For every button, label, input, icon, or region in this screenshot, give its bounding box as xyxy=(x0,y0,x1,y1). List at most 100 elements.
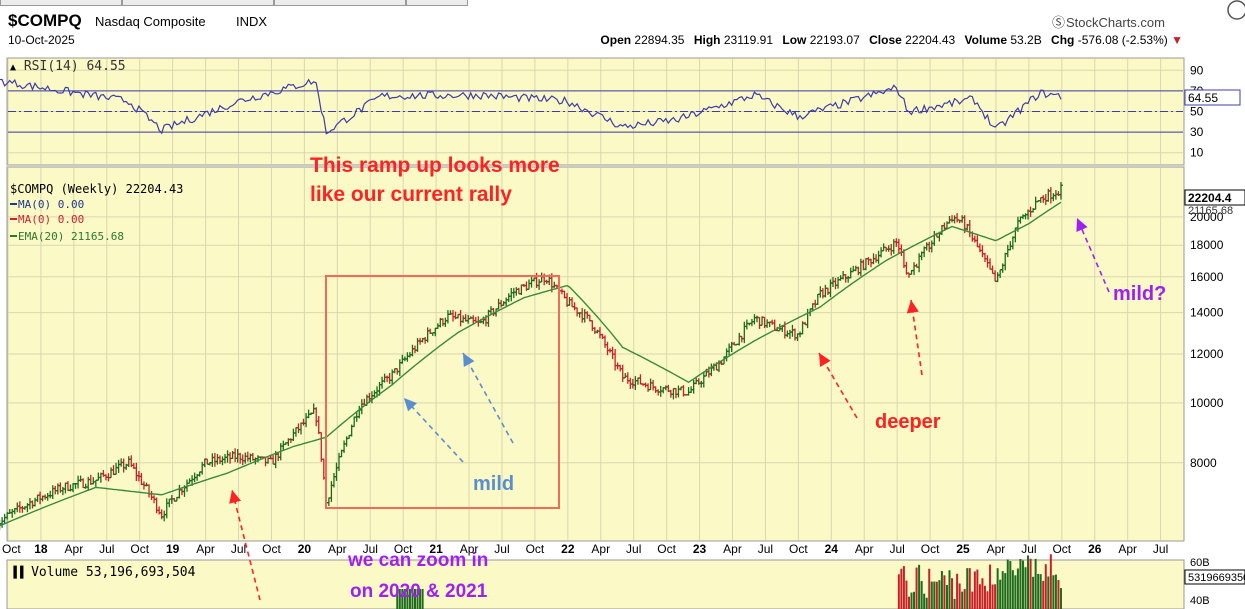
price-tick-label: 8000 xyxy=(1190,456,1217,470)
x-tick-label: 20 xyxy=(298,542,312,556)
volume-bar xyxy=(1054,574,1057,609)
y-axis: 2000018000160001400012000100008000907050… xyxy=(1190,63,1224,607)
volume-bar xyxy=(963,589,966,609)
x-tick-label: Jul xyxy=(363,542,378,556)
volume-bar xyxy=(1006,559,1009,609)
rsi-tick-label: 90 xyxy=(1190,63,1204,77)
volume-bar xyxy=(1059,588,1062,609)
brand: StockCharts.com xyxy=(1066,15,1165,30)
x-tick-label: Apr xyxy=(460,542,479,556)
volume-bar xyxy=(1011,570,1014,609)
rsi-tick-label: 10 xyxy=(1190,146,1204,160)
x-tick-label: Jul xyxy=(494,542,509,556)
settings-icon[interactable] xyxy=(1227,0,1245,20)
rsi-tag-box xyxy=(1184,89,1241,106)
price-tick-label: 14000 xyxy=(1190,306,1224,320)
volume-bar xyxy=(938,580,941,609)
volume-bar xyxy=(1004,573,1007,609)
legend-ma-1: MA(0) 0.00 xyxy=(18,198,84,211)
x-tick-label: Jul xyxy=(889,542,904,556)
volume-bar xyxy=(994,584,997,609)
x-tick-label: Oct xyxy=(2,542,21,556)
volume-bar xyxy=(943,575,946,609)
volume-bar xyxy=(968,568,971,609)
volume-bar xyxy=(414,589,417,609)
x-tick-label: Apr xyxy=(65,542,84,556)
legend-ema: EMA(20) 21165.68 xyxy=(18,230,124,243)
x-tick-label: 24 xyxy=(825,542,839,556)
brand-icon: Ⓢ xyxy=(1052,15,1065,30)
volume-bars xyxy=(396,554,1062,609)
arrow-mild-q xyxy=(1076,217,1110,293)
volume-bar xyxy=(973,571,976,609)
arrow-mild-1-head xyxy=(404,398,418,412)
price-tag: 22204.4 xyxy=(1188,191,1232,205)
x-tick-label: 25 xyxy=(956,542,970,556)
volume-bar xyxy=(421,589,424,609)
volume-bar xyxy=(913,591,916,609)
volume-bar xyxy=(900,568,903,609)
x-axis: Oct 18 Apr Jul Oct 19 Apr Jul Oct 20 Apr Jul Oct 21 Ap… xyxy=(2,542,1168,556)
volume-bar xyxy=(1042,580,1045,609)
arrow-mild-2-head xyxy=(463,353,475,367)
volume-bar xyxy=(945,584,948,609)
x-tick-label: Apr xyxy=(196,542,215,556)
volume-bar xyxy=(953,598,956,609)
price-tick-label: 18000 xyxy=(1190,238,1224,252)
arrow-mild-1 xyxy=(403,397,464,463)
volume-bar xyxy=(1032,576,1035,609)
volume-tag: 53196693504 xyxy=(1188,572,1245,584)
x-tick-label: Jul xyxy=(1021,542,1036,556)
top-toolbar-tab[interactable] xyxy=(274,0,406,6)
volume-bar xyxy=(396,589,399,609)
arrow-2024 xyxy=(910,299,923,376)
volume-bar xyxy=(961,591,964,609)
volume-bar xyxy=(915,567,918,609)
x-tick-label: Apr xyxy=(855,542,874,556)
x-tick-label: Apr xyxy=(987,542,1006,556)
price-tag-box xyxy=(1184,189,1245,206)
x-tick-label: Jul xyxy=(99,542,114,556)
volume-bar xyxy=(910,592,913,609)
x-tick-label: Jul xyxy=(231,542,246,556)
deeper-note: deeper xyxy=(875,411,941,433)
volume-bar xyxy=(983,585,986,609)
x-tick-label: 23 xyxy=(693,542,707,556)
x-tick-label: 26 xyxy=(1088,542,1102,556)
volume-bar xyxy=(1044,564,1047,609)
volume-bar xyxy=(902,566,905,609)
volume-bar xyxy=(1001,571,1004,609)
volume-tick-label: 40B xyxy=(1190,595,1210,607)
volume-tag-box xyxy=(1184,569,1245,585)
ema-20-line xyxy=(0,201,1062,527)
rsi-label: ▲ RSI(14) 64.55 xyxy=(10,59,126,74)
volume-bar xyxy=(981,578,984,609)
top-toolbar-tab[interactable] xyxy=(122,0,274,6)
x-tick-label: Apr xyxy=(328,542,347,556)
top-toolbar-tab[interactable] xyxy=(406,0,468,6)
volume-bar xyxy=(1024,567,1027,609)
x-tick-label: 22 xyxy=(561,542,575,556)
volume-bar xyxy=(1034,558,1037,609)
volume-bar xyxy=(976,569,979,609)
volume-bar xyxy=(971,591,974,609)
volume-bar xyxy=(956,573,959,609)
ramp-note-line2: like our current rally xyxy=(310,183,512,206)
x-tick-label: Apr xyxy=(1118,542,1137,556)
volume-bar xyxy=(1049,554,1052,609)
price-legend: $COMPQ (Weekly) 22204.43 MA(0) 0.00 MA(0… xyxy=(10,182,183,243)
x-tick-label: Oct xyxy=(394,542,413,556)
volume-bar xyxy=(940,570,943,609)
x-tick-label: Oct xyxy=(921,542,940,556)
volume-bar xyxy=(986,591,989,609)
volume-bar xyxy=(1039,574,1042,609)
rsi-levels xyxy=(8,90,1183,133)
rsi-tick-label: 30 xyxy=(1190,125,1204,139)
arrow-mild-q-head xyxy=(1076,218,1088,232)
top-toolbar-tab[interactable] xyxy=(0,0,122,6)
volume-bar xyxy=(1014,575,1017,609)
volume-bar xyxy=(406,589,409,609)
volume-bar xyxy=(948,570,951,609)
volume-bar xyxy=(907,596,910,609)
volume-bar xyxy=(1057,580,1060,609)
